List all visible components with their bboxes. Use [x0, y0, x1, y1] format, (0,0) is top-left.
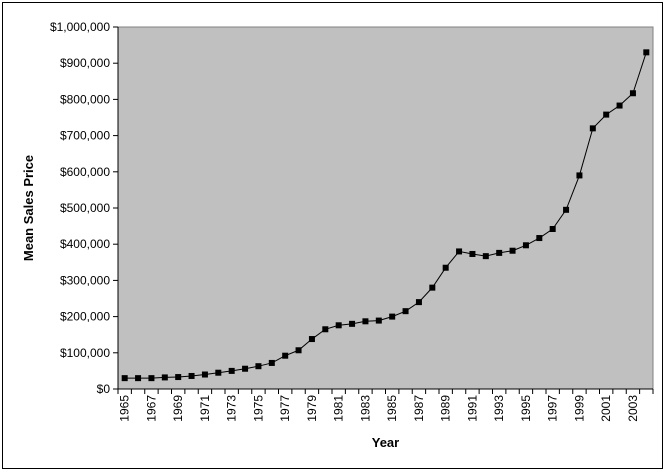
- y-tick-label: $800,000: [60, 92, 110, 106]
- y-tick-label: $0: [97, 382, 111, 396]
- data-point-marker: [429, 284, 436, 291]
- y-tick-label: $900,000: [60, 56, 110, 70]
- x-tick-label: 1979: [305, 395, 319, 422]
- data-point-marker: [175, 374, 182, 381]
- x-tick-label: 1971: [198, 395, 212, 422]
- data-point-marker: [469, 250, 476, 257]
- y-tick-label: $1,000,000: [50, 20, 110, 34]
- x-axis-title: Year: [372, 435, 399, 450]
- data-point-marker: [188, 372, 195, 379]
- plot-area: [117, 26, 654, 390]
- x-tick-label: 1973: [225, 395, 239, 422]
- x-tick-label: 1991: [465, 395, 479, 422]
- data-point-marker: [308, 336, 315, 343]
- data-point-marker: [389, 313, 396, 320]
- data-point-marker: [322, 326, 329, 333]
- x-tick-label: 1989: [439, 395, 453, 422]
- x-tick-label: 1981: [332, 395, 346, 422]
- x-tick-label: 1969: [171, 395, 185, 422]
- data-point-marker: [616, 102, 623, 109]
- data-point-marker: [415, 299, 422, 306]
- data-point-marker: [549, 225, 556, 232]
- x-tick-label: 1975: [251, 395, 265, 422]
- y-tick-label: $500,000: [60, 201, 110, 215]
- data-point-marker: [629, 90, 636, 97]
- data-point-marker: [509, 247, 516, 254]
- data-point-marker: [335, 322, 342, 329]
- data-point-marker: [522, 242, 529, 249]
- x-tick-label: 1977: [278, 395, 292, 422]
- data-point-marker: [402, 308, 409, 315]
- x-tick-label: 2003: [626, 395, 640, 422]
- data-point-marker: [242, 365, 249, 372]
- data-point-marker: [255, 363, 262, 370]
- series-line: [124, 52, 647, 379]
- x-tick-label: 1983: [358, 395, 372, 422]
- x-tick-label: 1967: [144, 395, 158, 422]
- x-tick-label: 1999: [572, 395, 586, 422]
- data-point-marker: [456, 248, 463, 255]
- y-axis-title: Mean Sales Price: [21, 155, 36, 261]
- data-point-marker: [121, 375, 128, 382]
- data-point-marker: [496, 249, 503, 256]
- data-point-marker: [349, 320, 356, 327]
- data-point-marker: [268, 359, 275, 366]
- series-layer: [121, 49, 650, 382]
- x-axis: 1965 1967 1969 1971 1973 1975 1977 1979 1981 1983…: [117, 388, 654, 422]
- data-point-marker: [375, 317, 382, 324]
- data-point-marker: [536, 235, 543, 242]
- data-point-marker: [482, 253, 489, 260]
- x-tick-label: 2001: [599, 395, 613, 422]
- y-tick-label: $700,000: [60, 129, 110, 143]
- data-point-marker: [442, 264, 449, 271]
- data-point-marker: [228, 367, 235, 374]
- y-tick-label: $200,000: [60, 310, 110, 324]
- x-tick-label: 1995: [519, 395, 533, 422]
- y-tick-label: $300,000: [60, 273, 110, 287]
- data-point-marker: [643, 49, 650, 56]
- data-point-marker: [201, 371, 208, 378]
- y-tick-label: $600,000: [60, 165, 110, 179]
- data-point-marker: [603, 111, 610, 118]
- x-tick-label: 1985: [385, 395, 399, 422]
- data-point-marker: [135, 375, 142, 382]
- y-axis: $0 $100,000 $200,000 $300,000 $400,000 $500,0…: [50, 20, 119, 396]
- data-point-marker: [576, 172, 583, 179]
- data-point-marker: [563, 206, 570, 213]
- data-point-marker: [148, 375, 155, 382]
- data-point-marker: [282, 352, 289, 359]
- data-point-marker: [215, 369, 222, 376]
- x-tick-label: 1965: [118, 395, 132, 422]
- x-tick-label: 1993: [492, 395, 506, 422]
- y-tick-label: $100,000: [60, 346, 110, 360]
- data-point-marker: [295, 347, 302, 354]
- data-point-marker: [161, 374, 168, 381]
- data-point-marker: [362, 318, 369, 325]
- x-tick-label: 1997: [546, 395, 560, 422]
- x-tick-label: 1987: [412, 395, 426, 422]
- y-tick-label: $400,000: [60, 237, 110, 251]
- data-point-marker: [589, 125, 596, 132]
